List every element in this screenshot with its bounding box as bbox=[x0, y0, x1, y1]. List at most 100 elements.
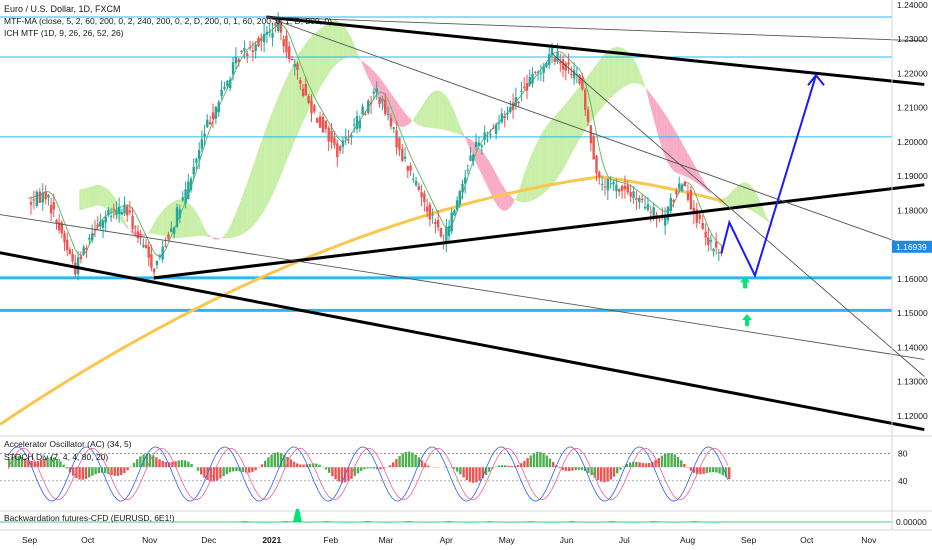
legend-symbol[interactable]: Euro / U.S. Dollar, 1D, FXCM bbox=[4, 4, 121, 14]
candle-body bbox=[338, 146, 342, 151]
legend-ichimoku[interactable]: ICH MTF (1D, 9, 26, 26, 52, 26) bbox=[4, 28, 124, 38]
kumo-segment bbox=[298, 49, 302, 133]
candle-body bbox=[358, 120, 362, 129]
candle-body bbox=[626, 185, 629, 193]
kumo-segment bbox=[745, 182, 749, 209]
ac-bar bbox=[552, 461, 555, 468]
ac-bar bbox=[228, 467, 232, 473]
candle-body bbox=[536, 71, 540, 73]
candle-body bbox=[463, 177, 467, 184]
legend-stoch[interactable]: STOCH Div (7, 4, 4, 80, 20) bbox=[4, 452, 108, 462]
kumo-segment bbox=[159, 210, 163, 236]
candle-body bbox=[248, 47, 252, 49]
ac-bar bbox=[574, 467, 577, 471]
ac-bar bbox=[331, 467, 334, 477]
ac-bar bbox=[209, 467, 212, 482]
candle-body bbox=[663, 215, 667, 226]
kumo-segment bbox=[368, 65, 372, 85]
ac-bar bbox=[129, 466, 132, 468]
candle-body bbox=[164, 245, 167, 247]
candle-body bbox=[511, 102, 515, 110]
kumo-segment bbox=[422, 101, 426, 128]
candle-body bbox=[147, 246, 150, 258]
candle-body bbox=[63, 233, 66, 243]
candle-body bbox=[172, 227, 176, 234]
kumo-segment bbox=[521, 172, 525, 203]
kumo-segment bbox=[459, 123, 462, 136]
candle-body bbox=[220, 89, 223, 97]
candle-body bbox=[548, 54, 551, 65]
thick-trendline bbox=[0, 251, 925, 432]
kumo-segment bbox=[354, 44, 357, 59]
candle-body bbox=[44, 191, 47, 200]
ac-bar bbox=[136, 459, 139, 468]
kumo-segment bbox=[684, 147, 688, 178]
candle-body bbox=[288, 46, 291, 59]
ac-bar bbox=[680, 460, 683, 468]
kumo-segment bbox=[326, 21, 330, 78]
time-tick-label: Jun bbox=[560, 535, 574, 545]
ac-bar bbox=[648, 462, 651, 468]
candle-body bbox=[707, 237, 710, 245]
kumo-segment bbox=[102, 185, 106, 208]
time-tick-label: Apr bbox=[440, 535, 453, 545]
ac-bar bbox=[196, 467, 200, 471]
ac-bar bbox=[171, 461, 174, 468]
candle-body bbox=[680, 184, 684, 191]
kumo-segment bbox=[661, 109, 665, 156]
candle-body bbox=[52, 202, 55, 210]
time-tick-label: Oct bbox=[81, 535, 95, 545]
kumo-segment bbox=[356, 51, 360, 60]
ac-bar bbox=[488, 467, 491, 472]
kumo-segment bbox=[636, 63, 640, 84]
candle-body bbox=[85, 247, 88, 251]
candle-body bbox=[128, 210, 132, 213]
ac-bar bbox=[625, 463, 628, 468]
candle-body bbox=[678, 183, 681, 189]
ac-bar bbox=[308, 463, 312, 468]
ac-bar bbox=[699, 467, 702, 475]
ac-bar bbox=[49, 457, 52, 468]
kumo-segment bbox=[151, 222, 155, 234]
candle-body bbox=[226, 80, 229, 87]
kumo-segment bbox=[633, 58, 637, 84]
candle-body bbox=[301, 88, 305, 96]
ac-bar bbox=[702, 467, 705, 474]
kumo-segment bbox=[564, 101, 568, 168]
ac-bar bbox=[139, 456, 142, 468]
kumo-segment bbox=[594, 62, 598, 117]
candle-body bbox=[503, 116, 506, 118]
candle-body bbox=[398, 138, 401, 150]
ac-bar bbox=[542, 453, 545, 468]
ac-bar bbox=[302, 464, 305, 468]
ac-bar bbox=[116, 467, 120, 476]
ac-bar bbox=[411, 452, 414, 468]
ac-bar bbox=[414, 454, 417, 468]
kumo-segment bbox=[653, 97, 657, 129]
kumo-segment bbox=[267, 117, 270, 206]
kumo-segment bbox=[312, 32, 316, 103]
kumo-segment bbox=[592, 66, 595, 121]
candle-body bbox=[142, 245, 145, 247]
ac-bar bbox=[587, 467, 590, 473]
ac-bar bbox=[568, 467, 571, 472]
kumo-segment bbox=[736, 184, 740, 207]
legend-accelerator[interactable]: Accelerator Oscillator (AC) (34, 5) bbox=[4, 439, 132, 449]
time-tick-label: Aug bbox=[680, 535, 695, 545]
legend-mtf-ma[interactable]: MTF-MA (close, 5, 2, 60, 200, 0, 2, 240,… bbox=[4, 16, 332, 26]
kumo-segment bbox=[129, 229, 133, 234]
candle-body bbox=[82, 247, 85, 255]
kumo-segment bbox=[461, 130, 465, 137]
ac-bar bbox=[27, 459, 30, 468]
kumo-segment bbox=[371, 68, 375, 90]
candle-body bbox=[534, 72, 537, 74]
ac-bar bbox=[728, 467, 731, 480]
ac-bar bbox=[523, 460, 526, 468]
candle-body bbox=[350, 135, 353, 138]
kumo-segment bbox=[107, 189, 111, 212]
legend-backwardation[interactable]: Backwardation futures-CFD (EURUSD, 6E1!) bbox=[4, 513, 175, 523]
candle-body bbox=[615, 184, 618, 192]
ac-bar bbox=[708, 467, 712, 473]
